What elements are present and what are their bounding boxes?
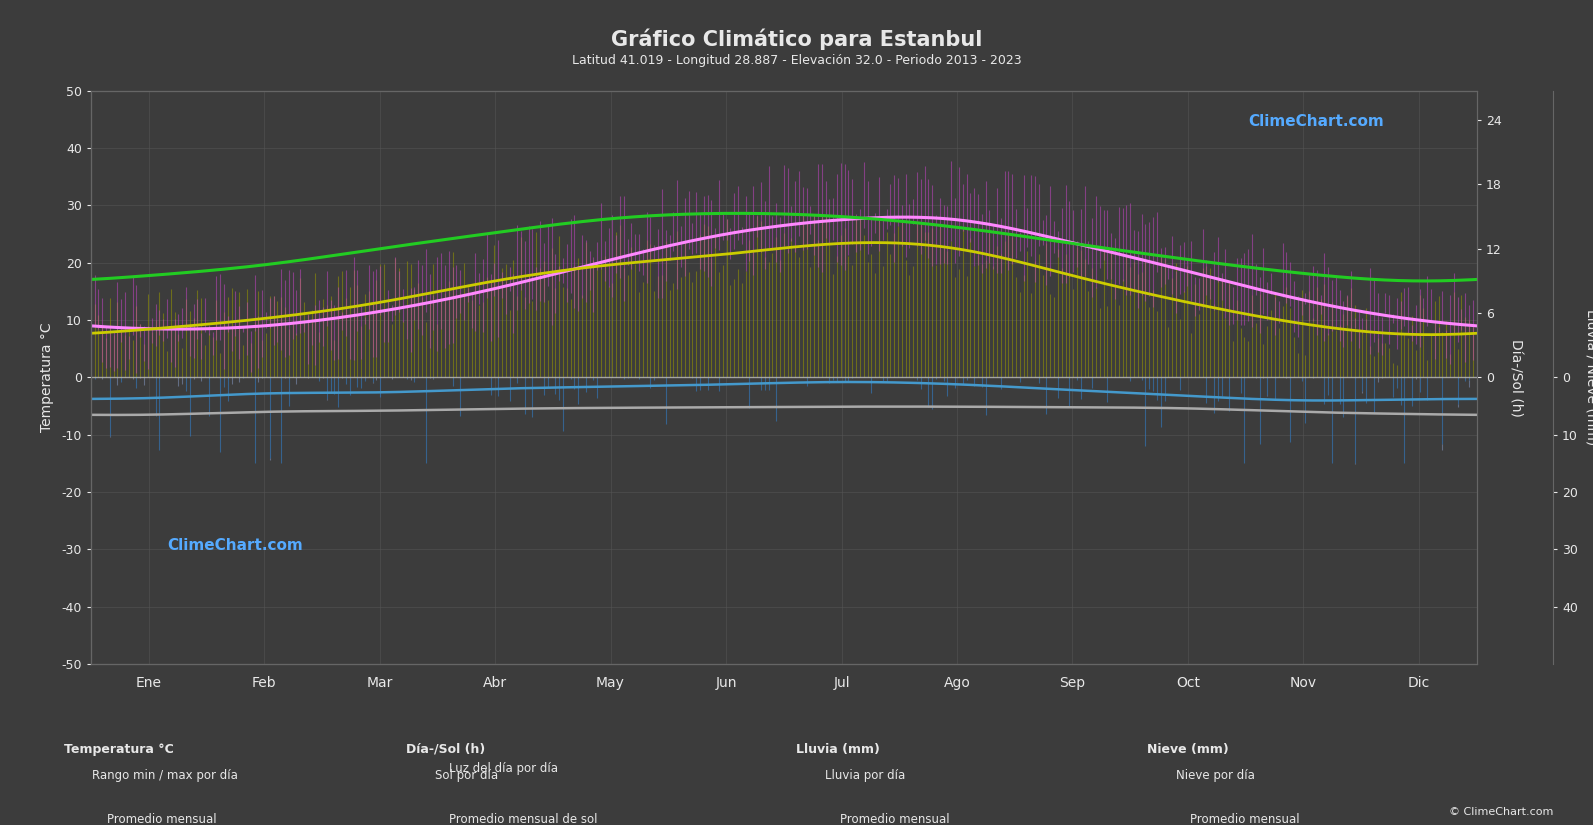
Y-axis label: Día-/Sol (h): Día-/Sol (h) (1509, 338, 1523, 417)
Y-axis label: Lluvia / Nieve (mm): Lluvia / Nieve (mm) (1585, 309, 1593, 446)
Text: Latitud 41.019 - Longitud 28.887 - Elevación 32.0 - Periodo 2013 - 2023: Latitud 41.019 - Longitud 28.887 - Eleva… (572, 54, 1021, 67)
Y-axis label: Temperatura °C: Temperatura °C (40, 323, 54, 432)
Text: Temperatura °C: Temperatura °C (64, 742, 174, 756)
Text: ClimeChart.com: ClimeChart.com (167, 538, 303, 553)
Text: Promedio mensual: Promedio mensual (840, 813, 949, 825)
Text: Luz del día por día: Luz del día por día (449, 761, 558, 775)
Text: Rango min / max por día: Rango min / max por día (92, 769, 239, 782)
Text: Gráfico Climático para Estanbul: Gráfico Climático para Estanbul (610, 29, 983, 50)
Text: ClimeChart.com: ClimeChart.com (1247, 114, 1384, 129)
Text: Nieve (mm): Nieve (mm) (1147, 742, 1228, 756)
Text: Nieve por día: Nieve por día (1176, 769, 1255, 782)
Text: Día-/Sol (h): Día-/Sol (h) (406, 742, 486, 756)
Text: © ClimeChart.com: © ClimeChart.com (1448, 807, 1553, 817)
Text: Promedio mensual: Promedio mensual (107, 813, 217, 825)
Text: Promedio mensual: Promedio mensual (1190, 813, 1300, 825)
Text: Sol por día: Sol por día (435, 769, 499, 782)
Text: Lluvia por día: Lluvia por día (825, 769, 905, 782)
Text: Promedio mensual de sol: Promedio mensual de sol (449, 813, 597, 825)
Text: Lluvia (mm): Lluvia (mm) (796, 742, 881, 756)
